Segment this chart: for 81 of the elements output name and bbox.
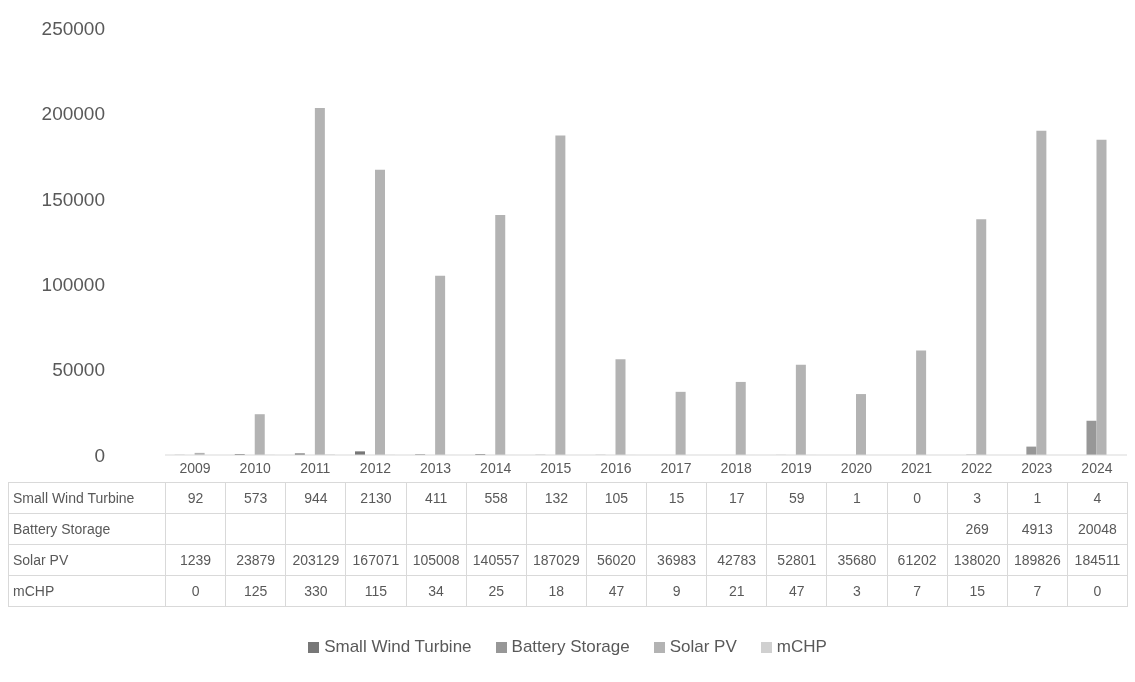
- x-tick-label: 2011: [300, 459, 331, 476]
- data-label: 7: [887, 575, 948, 607]
- x-tick-label: 2012: [359, 459, 392, 476]
- y-tick-label: 0: [94, 444, 105, 466]
- data-label: 20048: [1067, 513, 1128, 545]
- x-tick-label: 2017: [660, 459, 692, 476]
- data-label: 61202: [887, 544, 948, 576]
- data-label: 330: [285, 575, 346, 607]
- x-tick-label: 2013: [419, 459, 452, 476]
- data-label: 411: [406, 482, 467, 514]
- data-label: 3: [947, 482, 1008, 514]
- x-tick-label: 2014: [480, 459, 512, 476]
- x-tick-label: 2016: [600, 459, 632, 476]
- data-label: 132: [526, 482, 587, 514]
- data-label: 189826: [1007, 544, 1068, 576]
- data-label: 138020: [947, 544, 1008, 576]
- x-tick-label: 2009: [179, 459, 211, 476]
- x-tick-label: 2023: [1021, 459, 1053, 476]
- data-label: 140557: [466, 544, 527, 576]
- x-tick-label: 2020: [840, 459, 873, 476]
- data-label: 42783: [706, 544, 767, 576]
- data-label: 944: [285, 482, 346, 514]
- x-tick-label: 2024: [1081, 459, 1113, 476]
- x-tick-label: 2015: [540, 459, 572, 476]
- x-tick-label: 2019: [780, 459, 813, 476]
- y-tick-label: 100000: [41, 273, 105, 295]
- legend-label: Battery Storage: [511, 637, 630, 657]
- y-tick-label: 50000: [52, 359, 105, 381]
- data-label: 1239: [165, 544, 226, 576]
- data-label: 59: [766, 482, 827, 514]
- data-label: 25: [466, 575, 527, 607]
- data-label: 4913: [1007, 513, 1068, 545]
- data-label: 9: [646, 575, 707, 607]
- data-label: 15: [646, 482, 707, 514]
- data-label: 47: [586, 575, 647, 607]
- y-tick-label: 150000: [41, 188, 105, 210]
- data-label: 36983: [646, 544, 707, 576]
- x-tick-label: 2018: [720, 459, 752, 476]
- data-label: 105: [586, 482, 647, 514]
- data-label: 21: [706, 575, 767, 607]
- data-label: 115: [345, 575, 406, 607]
- data-label: 92: [165, 482, 226, 514]
- text: Small Wind Turbine: [13, 490, 135, 506]
- text: Solar PV: [13, 552, 69, 568]
- data-label: 0: [165, 575, 226, 607]
- data-label: 125: [225, 575, 286, 607]
- legend-label: mCHP: [776, 637, 827, 657]
- data-label: 56020: [586, 544, 647, 576]
- data-label: 23879: [225, 544, 286, 576]
- x-tick-label: 2010: [239, 459, 271, 476]
- x-tick-label: 2021: [900, 459, 933, 476]
- data-label: 18: [526, 575, 587, 607]
- x-tick-label: 2022: [961, 459, 993, 476]
- data-label: 7: [1007, 575, 1068, 607]
- text: mCHP: [13, 583, 55, 599]
- data-label: 52801: [766, 544, 827, 576]
- data-label: 15: [947, 575, 1008, 607]
- data-label: 573: [225, 482, 286, 514]
- data-label: 1: [826, 482, 887, 514]
- y-tick-label: 250000: [41, 17, 105, 39]
- y-tick-label: 200000: [41, 103, 105, 125]
- data-label: 2130: [345, 482, 406, 514]
- data-label: 47: [766, 575, 827, 607]
- data-label: 269: [947, 513, 1008, 545]
- data-label: 558: [466, 482, 527, 514]
- data-label: 0: [887, 482, 948, 514]
- data-label: 34: [406, 575, 467, 607]
- data-label: 184511: [1067, 544, 1128, 576]
- data-label: 1: [1007, 482, 1068, 514]
- legend-label: Solar PV: [669, 637, 737, 657]
- data-label: 3: [826, 575, 887, 607]
- data-label: 105008: [406, 544, 467, 576]
- legend-label: Small Wind Turbine: [324, 637, 472, 657]
- data-label: 167071: [345, 544, 406, 576]
- data-label: 17: [706, 482, 767, 514]
- data-label: 203129: [285, 544, 346, 576]
- text: Battery Storage: [13, 521, 111, 537]
- data-label: 0: [1067, 575, 1128, 607]
- data-label: 35680: [826, 544, 887, 576]
- data-label: 4: [1067, 482, 1128, 514]
- data-label: 187029: [526, 544, 587, 576]
